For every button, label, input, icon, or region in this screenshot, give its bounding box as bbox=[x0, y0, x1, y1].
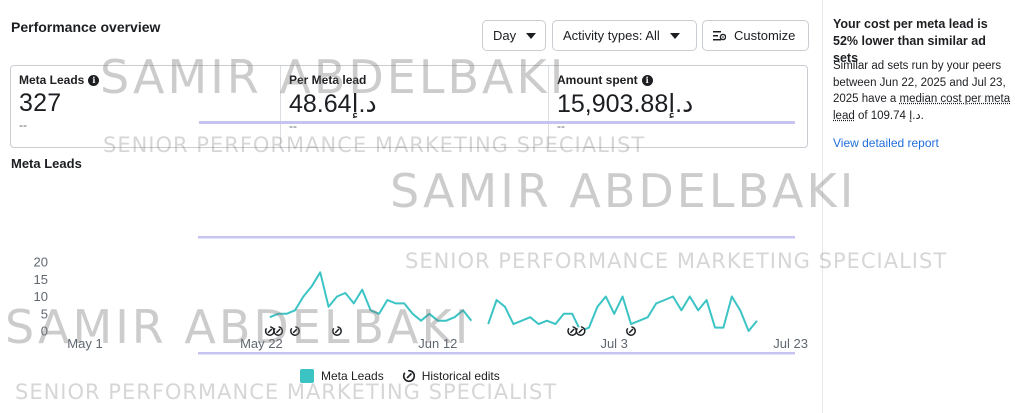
historical-edit-marker[interactable] bbox=[567, 326, 578, 336]
metric-value: 327 bbox=[19, 89, 62, 117]
chart-band-lower bbox=[198, 352, 795, 355]
metric-delta: -- bbox=[289, 119, 297, 133]
view-detailed-report-link[interactable]: View detailed report bbox=[833, 136, 939, 150]
page-title: Performance overview bbox=[11, 19, 161, 35]
activity-types-label: Activity types: All bbox=[563, 28, 660, 43]
historical-edit-marker[interactable] bbox=[290, 326, 300, 336]
caret-down-icon bbox=[526, 32, 537, 39]
y-tick-label: 5 bbox=[41, 306, 48, 321]
legend-item-historical-edits[interactable]: Historical edits bbox=[402, 369, 500, 383]
day-dropdown[interactable]: Day bbox=[482, 20, 546, 51]
activity-types-dropdown[interactable]: Activity types: All bbox=[552, 20, 697, 51]
historical-edit-marker[interactable] bbox=[264, 326, 275, 336]
metric-delta: -- bbox=[19, 118, 27, 132]
customize-label: Customize bbox=[734, 28, 796, 43]
performance-panel: Performance overview Day Activity types:… bbox=[0, 19, 822, 383]
info-icon[interactable]: i bbox=[88, 74, 100, 86]
x-tick-label: May 22 bbox=[240, 336, 283, 351]
x-tick-label: Jun 12 bbox=[418, 336, 457, 351]
historical-edit-icon bbox=[402, 369, 415, 383]
customize-button[interactable]: Customize bbox=[702, 20, 809, 51]
metric-value: 15,903.88د.إ bbox=[557, 90, 694, 118]
metric-label-text: Amount spent bbox=[557, 73, 638, 87]
metric-card-per-meta-lead[interactable]: Per Meta lead 48.64د.إ -- bbox=[281, 66, 549, 147]
metric-delta: -- bbox=[557, 119, 565, 133]
x-tick-label: May 1 bbox=[67, 336, 102, 351]
legend-item-meta-leads[interactable]: Meta Leads bbox=[300, 369, 384, 383]
y-tick-label: 10 bbox=[34, 289, 48, 304]
info-icon[interactable]: i bbox=[641, 74, 653, 86]
series-line bbox=[269, 271, 473, 322]
caret-down-icon bbox=[669, 32, 680, 39]
legend-label: Meta Leads bbox=[321, 369, 384, 383]
metric-underline bbox=[549, 121, 795, 124]
metric-underline bbox=[199, 121, 281, 124]
day-dropdown-label: Day bbox=[493, 28, 517, 43]
legend-label: Historical edits bbox=[421, 369, 500, 383]
metric-label: Amount spent i bbox=[557, 73, 799, 87]
x-tick-label: Jul 3 bbox=[600, 336, 627, 351]
metrics-row: Meta Leads i 327 -- Per Meta lead 48.64د… bbox=[10, 65, 808, 148]
metric-label-text: Meta Leads bbox=[19, 73, 85, 87]
y-tick-label: 15 bbox=[34, 272, 48, 287]
metric-label: Per Meta lead bbox=[289, 73, 540, 87]
metric-label-text: Per Meta lead bbox=[289, 73, 367, 87]
insight-body-text: Similar ad sets run by your peers betwee… bbox=[833, 60, 1006, 106]
chart-band-upper bbox=[198, 236, 795, 239]
series-line bbox=[487, 295, 758, 332]
sliders-icon bbox=[713, 30, 726, 40]
historical-edit-marker[interactable] bbox=[626, 326, 636, 336]
metric-label: Meta Leads i bbox=[19, 73, 272, 87]
historical-edit-marker[interactable] bbox=[273, 326, 284, 336]
metric-card-meta-leads[interactable]: Meta Leads i 327 -- bbox=[11, 66, 281, 147]
insight-body: Similar ad sets run by your peers betwee… bbox=[833, 58, 1015, 125]
historical-edit-marker[interactable] bbox=[332, 326, 342, 336]
insight-term[interactable]: median cost per meta lead bbox=[833, 93, 1011, 123]
x-tick-label: Jul 23 bbox=[773, 336, 808, 351]
historical-edit-marker[interactable] bbox=[575, 326, 586, 336]
metric-value: 48.64د.إ bbox=[289, 90, 377, 118]
insight-panel bbox=[822, 0, 1015, 413]
meta-leads-chart[interactable]: 0 5 10 15 20 May 1 May 22 Jun 12 Jul 3 Jul 23 bbox=[0, 180, 822, 355]
insight-title: Your cost per meta lead is 52% lower tha… bbox=[833, 17, 988, 65]
metric-underline bbox=[281, 121, 549, 124]
insight-body-end: of 109.74 د.إ. bbox=[854, 110, 924, 123]
y-tick-label: 20 bbox=[34, 255, 48, 270]
legend-swatch bbox=[300, 369, 314, 383]
y-tick-label: 0 bbox=[41, 324, 48, 339]
metric-card-amount-spent[interactable]: Amount spent i 15,903.88د.إ -- bbox=[549, 66, 807, 147]
chart-legend: Meta Leads Historical edits bbox=[300, 369, 518, 383]
chart-title: Meta Leads bbox=[11, 156, 82, 171]
